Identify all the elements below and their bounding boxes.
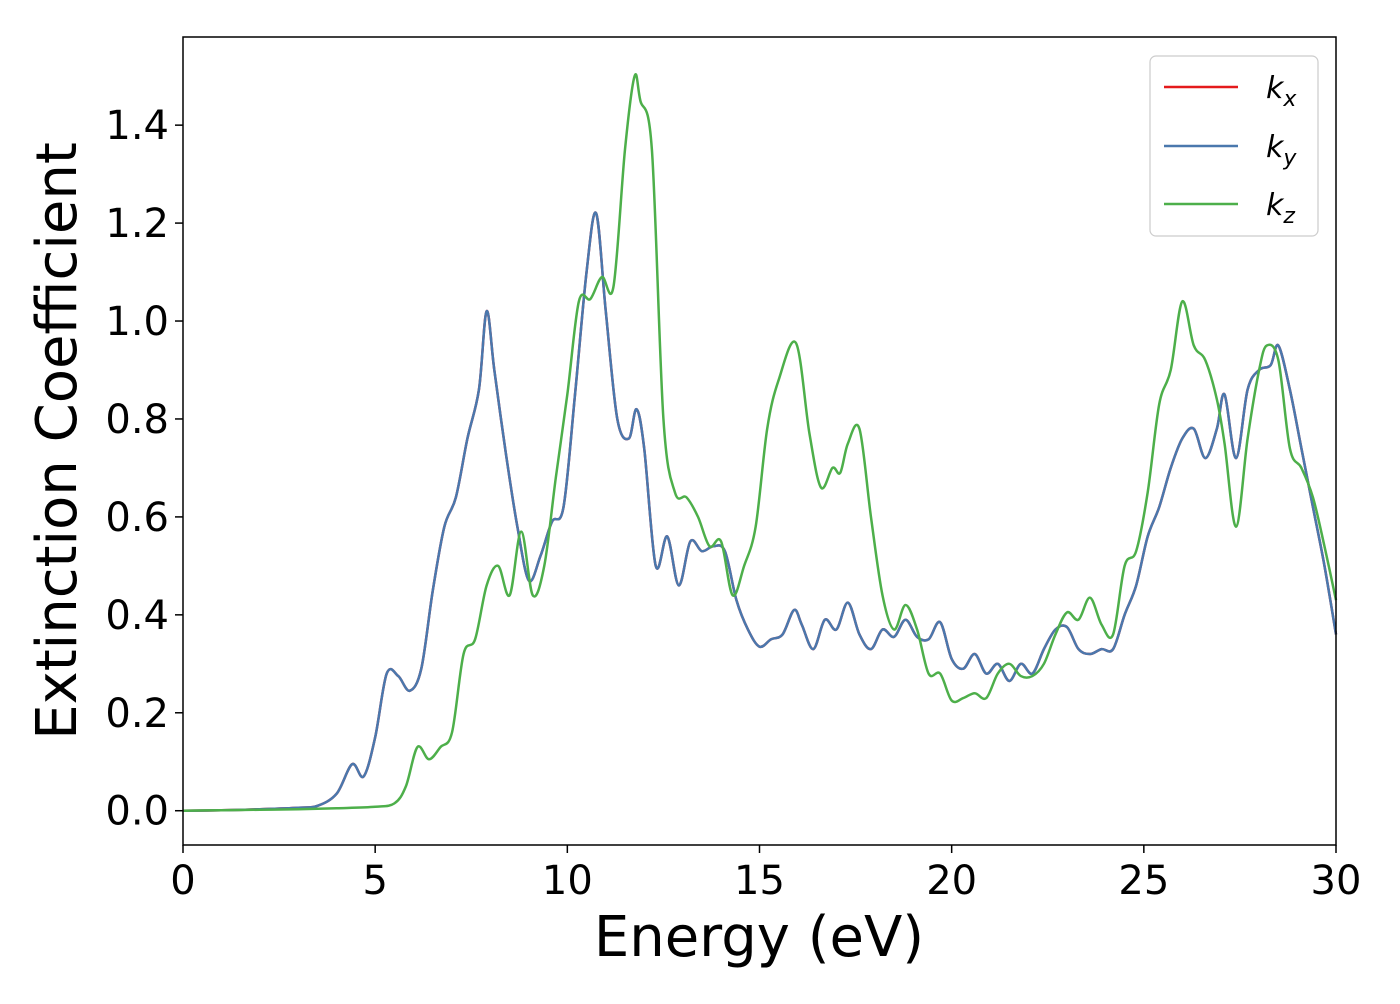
- x-tick-label: 0: [170, 858, 195, 904]
- x-axis-ticks: 0 5 10 15 20 25 30: [170, 845, 1361, 904]
- y-tick-label: 0.2: [105, 691, 169, 737]
- series-layer: [182, 73, 1338, 812]
- x-tick-label: 15: [734, 858, 785, 904]
- x-axis-label: Energy (eV): [594, 905, 924, 970]
- series-line-y: [182, 211, 1338, 812]
- y-tick-label: 1.0: [105, 299, 169, 345]
- y-tick-label: 0.0: [105, 789, 169, 835]
- series-line-x: [182, 211, 1338, 812]
- x-tick-label: 25: [1118, 858, 1169, 904]
- x-tick-label: 10: [542, 858, 593, 904]
- y-tick-label: 1.4: [105, 103, 169, 149]
- y-tick-label: 1.2: [105, 201, 169, 247]
- legend: kx ky kz: [1149, 55, 1319, 237]
- x-tick-label: 30: [1311, 858, 1362, 904]
- x-tick-label: 5: [362, 858, 387, 904]
- y-tick-label: 0.6: [105, 495, 169, 541]
- x-tick-label: 20: [926, 858, 977, 904]
- legend-label-z: kz: [1266, 188, 1295, 229]
- y-tick-label: 0.4: [105, 593, 169, 639]
- y-tick-label: 0.8: [105, 397, 169, 443]
- legend-label-x: kx: [1266, 71, 1297, 112]
- y-axis-ticks: 0.0 0.2 0.4 0.6 0.8 1.0 1.2 1.4: [105, 103, 183, 835]
- y-axis-label: Extinction Coefficient: [25, 142, 90, 740]
- series-line-z: [182, 73, 1338, 812]
- legend-label-y: ky: [1266, 130, 1297, 171]
